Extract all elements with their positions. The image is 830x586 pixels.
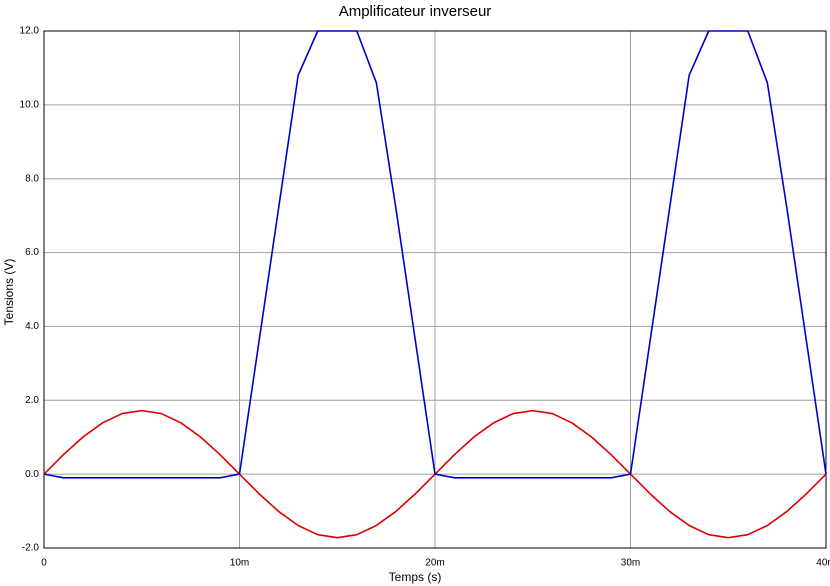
- x-tick-label: 10m: [230, 558, 249, 569]
- y-tick-label: 2.0: [25, 395, 39, 406]
- x-tick-label: 40m: [816, 558, 830, 569]
- y-tick-label: 10.0: [20, 99, 40, 110]
- x-tick-label: 0: [41, 558, 47, 569]
- chart-title: Amplificateur inverseur: [339, 3, 492, 20]
- series-line: [43, 30, 827, 479]
- y-tick-label: 4.0: [25, 321, 39, 332]
- y-tick-label: -2.0: [22, 543, 40, 554]
- plot-border: [43, 30, 827, 549]
- x-axis-label: Temps (s): [389, 570, 442, 584]
- x-tick-label: 30m: [621, 558, 640, 569]
- y-axis-label: Tensions (V): [2, 259, 16, 326]
- y-tick-label: 12.0: [20, 26, 40, 37]
- y-tick-label: 8.0: [25, 173, 39, 184]
- y-tick-label: 6.0: [25, 247, 39, 258]
- x-tick-label: 20m: [425, 558, 444, 569]
- y-tick-label: 0.0: [25, 469, 39, 480]
